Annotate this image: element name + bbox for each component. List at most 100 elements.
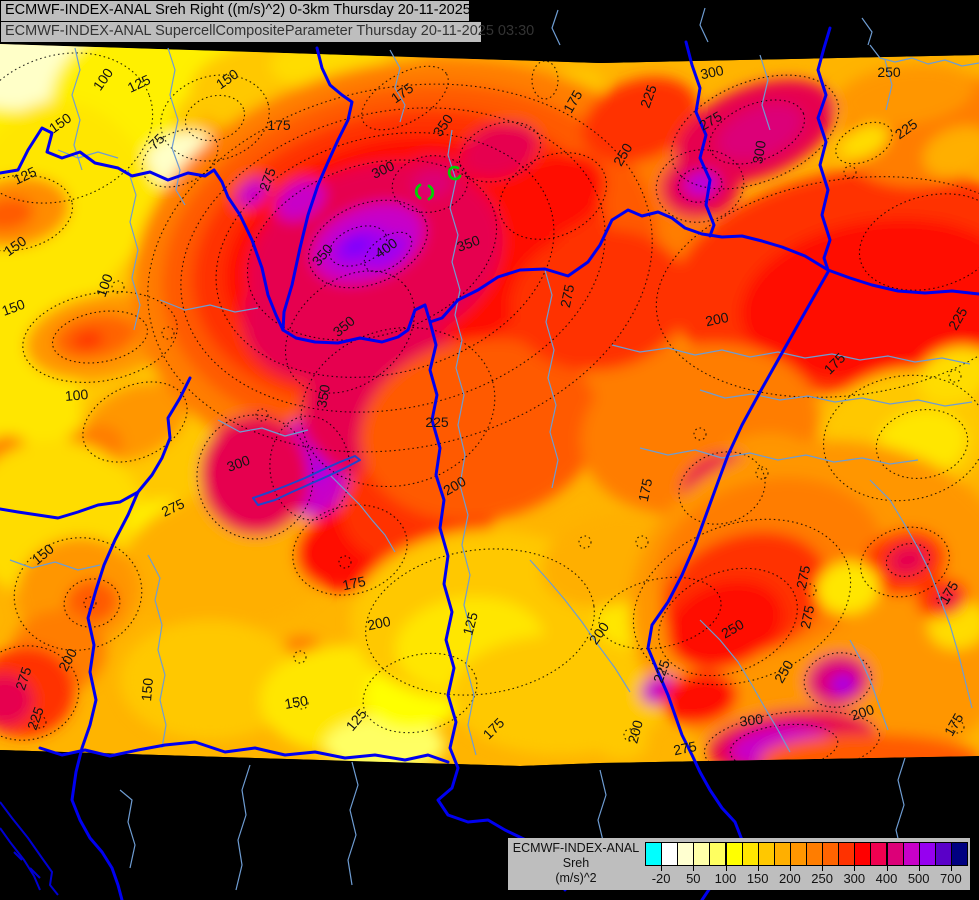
legend-color-cell bbox=[870, 842, 888, 866]
legend-tick bbox=[918, 866, 920, 871]
legend-tick bbox=[757, 866, 759, 871]
contour-label: 275 bbox=[797, 604, 818, 630]
legend-tick-label: 400 bbox=[875, 871, 898, 886]
major-river bbox=[428, 320, 567, 892]
minor-river bbox=[159, 299, 259, 313]
legend-color-cell bbox=[838, 842, 856, 866]
legend-color-cell bbox=[661, 842, 679, 866]
legend-tick-label: 100 bbox=[714, 871, 737, 886]
legend-color-cell bbox=[822, 842, 840, 866]
coast-segment bbox=[0, 827, 41, 891]
contour-label: 225 bbox=[24, 704, 47, 732]
legend-color-cell bbox=[789, 842, 807, 866]
legend-tick bbox=[725, 866, 727, 871]
legend-color-cell bbox=[950, 842, 968, 866]
contour-label: 200 bbox=[849, 701, 876, 724]
contour-label: 100 bbox=[64, 386, 89, 404]
minor-river bbox=[551, 9, 561, 46]
legend-color-cell bbox=[709, 842, 727, 866]
legend-color-cell bbox=[806, 842, 824, 866]
major-river bbox=[684, 40, 716, 238]
contour-label: 275 bbox=[557, 283, 578, 309]
legend-tick-label: 150 bbox=[746, 871, 769, 886]
contour-label: 300 bbox=[699, 62, 725, 83]
legend-color-cell bbox=[934, 842, 952, 866]
minor-river bbox=[544, 269, 559, 489]
legend-color-cell bbox=[886, 842, 904, 866]
legend-tick-label: 50 bbox=[686, 871, 701, 886]
contour-label: 350 bbox=[455, 232, 483, 255]
contour-label: 150 bbox=[0, 296, 27, 319]
legend-color-cell bbox=[693, 842, 711, 866]
legend-tick bbox=[661, 866, 663, 871]
coastline bbox=[0, 801, 59, 896]
map-title-line2: ECMWF-INDEX-ANAL SupercellCompositeParam… bbox=[0, 21, 534, 43]
contour-label: 300 bbox=[225, 452, 253, 475]
minor-river bbox=[389, 49, 406, 123]
contour-label: 250 bbox=[877, 64, 901, 80]
legend-tick-label: 200 bbox=[779, 871, 801, 886]
contour-label: 300 bbox=[749, 139, 769, 165]
minor-river bbox=[639, 447, 919, 465]
coast-segment bbox=[0, 801, 59, 896]
minor-river bbox=[217, 419, 309, 437]
contour-label: 150 bbox=[138, 677, 156, 702]
minor-river bbox=[849, 639, 889, 731]
contour-label: 200 bbox=[624, 718, 646, 745]
minor-river bbox=[699, 7, 709, 43]
contour-label: 350 bbox=[313, 383, 333, 409]
minor-river bbox=[529, 559, 631, 693]
legend-tick-label: 250 bbox=[811, 871, 833, 886]
lake-balaton bbox=[252, 455, 361, 506]
legend-model-name: ECMWF-INDEX-ANAL bbox=[512, 841, 640, 855]
major-river bbox=[38, 740, 450, 764]
minor-river bbox=[699, 619, 791, 753]
legend-color-cell bbox=[725, 842, 743, 866]
contour-label: 175 bbox=[341, 573, 367, 594]
minor-river bbox=[759, 54, 771, 131]
legend-unit: (m/s)^2 bbox=[555, 871, 597, 885]
contour-label: 300 bbox=[739, 710, 765, 729]
legend-caption: ECMWF-INDEX-ANAL Sreh (m/s)^2 bbox=[508, 841, 644, 886]
major-river bbox=[0, 376, 192, 520]
supercell-marker bbox=[447, 165, 462, 181]
supercell-marker bbox=[414, 183, 422, 200]
minor-river bbox=[127, 169, 141, 331]
major-river bbox=[281, 46, 354, 332]
legend-tick bbox=[789, 866, 791, 871]
major-river bbox=[70, 490, 140, 900]
legend-color-cell bbox=[741, 842, 759, 866]
legend-tick bbox=[854, 866, 856, 871]
legend-tick bbox=[886, 866, 888, 871]
major-river bbox=[0, 126, 285, 332]
legend-tick-label: -20 bbox=[651, 871, 671, 886]
legend-panel: ECMWF-INDEX-ANAL Sreh (m/s)^2 -20 50 100 15… bbox=[508, 838, 970, 890]
minor-river bbox=[869, 44, 979, 67]
minor-river bbox=[119, 789, 136, 869]
legend-color-cell bbox=[645, 842, 663, 866]
minor-river bbox=[167, 47, 186, 206]
major-river bbox=[816, 26, 832, 272]
minor-river bbox=[699, 389, 973, 407]
map-title-line1: ECMWF-INDEX-ANAL Sreh Right ((m/s)^2) 0-… bbox=[0, 0, 511, 22]
field-blobs bbox=[0, 44, 979, 766]
legend-color-cell bbox=[918, 842, 936, 866]
contour-label: 275 bbox=[12, 665, 35, 692]
legend-tick-label: 700 bbox=[940, 871, 962, 886]
major-river bbox=[646, 270, 830, 900]
legend-tick-label: 300 bbox=[843, 871, 866, 886]
legend-tick-label: 500 bbox=[907, 871, 930, 886]
minor-river bbox=[611, 344, 971, 365]
minor-river bbox=[329, 474, 396, 553]
contour-label: 225 bbox=[650, 657, 673, 685]
major-river bbox=[281, 208, 979, 345]
legend-color-cell bbox=[757, 842, 775, 866]
contour-label: 100 bbox=[93, 271, 116, 299]
minor-river bbox=[235, 764, 251, 891]
contour-label: 150 bbox=[283, 692, 309, 712]
minor-rivers bbox=[9, 7, 979, 891]
legend-tick bbox=[693, 866, 695, 871]
data-region bbox=[0, 44, 979, 766]
